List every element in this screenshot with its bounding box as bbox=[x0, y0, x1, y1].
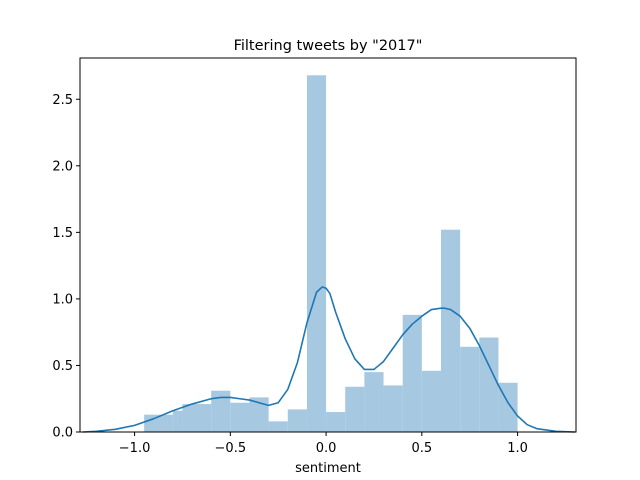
x-tick-label: 0.0 bbox=[316, 441, 337, 456]
histogram-bar bbox=[211, 390, 231, 432]
y-tick-label: 0.0 bbox=[52, 426, 73, 441]
histogram-bar bbox=[230, 402, 250, 432]
histogram-bar bbox=[345, 386, 365, 432]
y-axis-ticks: 0.0 0.5 1.0 1.5 2.0 2.5 bbox=[52, 93, 80, 441]
y-tick-label: 1.0 bbox=[52, 292, 73, 307]
y-tick-label: 0.5 bbox=[52, 359, 73, 374]
x-axis-ticks: −1.0 −0.5 0.0 0.5 1.0 bbox=[119, 432, 528, 456]
axes-frame bbox=[79, 57, 577, 433]
histogram-bar bbox=[182, 404, 212, 432]
x-axis-label: sentiment bbox=[295, 461, 361, 476]
x-tick-label: 0.5 bbox=[411, 441, 432, 456]
histogram-bar bbox=[364, 372, 384, 432]
chart-title: Filtering tweets by "2017" bbox=[234, 38, 423, 54]
histogram-bar bbox=[268, 421, 288, 432]
histogram-bar bbox=[326, 412, 346, 432]
histogram-bar bbox=[402, 314, 422, 432]
histogram-bar bbox=[479, 337, 499, 432]
y-tick-label: 2.5 bbox=[52, 93, 73, 108]
histogram-bar bbox=[172, 410, 183, 432]
x-tick-label: −1.0 bbox=[119, 441, 151, 456]
histogram-bar bbox=[287, 409, 307, 432]
y-tick-label: 2.0 bbox=[52, 159, 73, 174]
histogram-bars bbox=[144, 75, 518, 432]
x-tick-label: 1.0 bbox=[507, 441, 528, 456]
y-tick-label: 1.5 bbox=[52, 226, 73, 241]
histogram-bar bbox=[460, 346, 480, 432]
x-tick-label: −0.5 bbox=[215, 441, 247, 456]
histogram-bar bbox=[249, 397, 269, 432]
histogram-bar bbox=[306, 75, 327, 432]
kde-line bbox=[82, 286, 576, 433]
histogram-bar bbox=[440, 229, 461, 432]
histogram-bar bbox=[421, 370, 441, 432]
histogram-bar bbox=[383, 385, 403, 432]
